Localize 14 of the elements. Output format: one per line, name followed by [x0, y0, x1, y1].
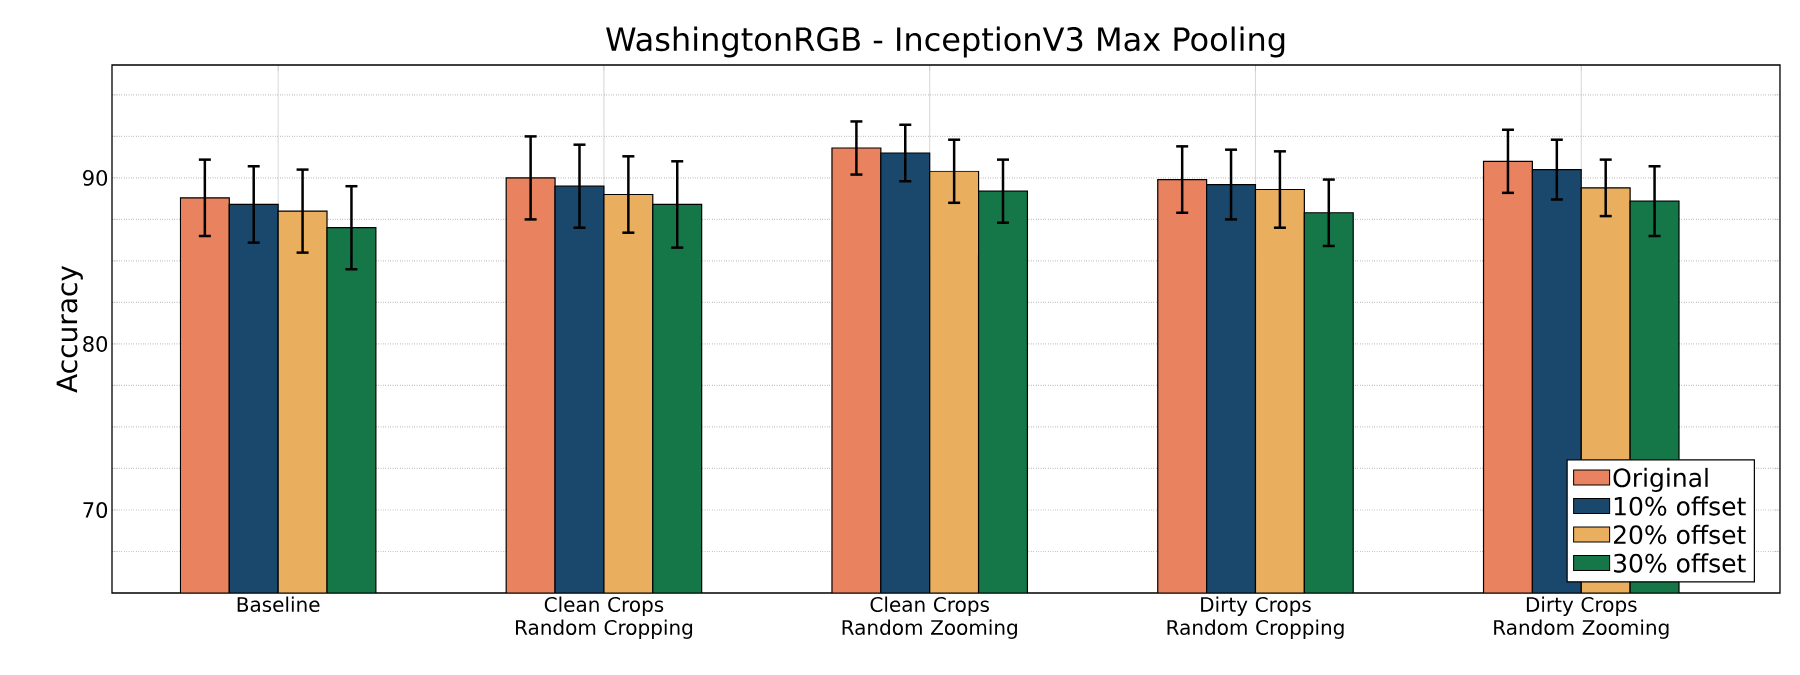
y-tick-label: 80	[83, 335, 108, 352]
x-tick-label: Baseline	[237, 596, 320, 613]
x-tick-label: Dirty Crops Random Cropping	[1167, 596, 1344, 639]
legend-label: Original	[1613, 467, 1708, 493]
legend-label: 20% offset	[1613, 524, 1746, 545]
x-tick-label: Clean Crops Random Zooming	[842, 596, 1017, 639]
chart-title: WashingtonRGB - InceptionV3 Max Pooling	[606, 26, 1285, 58]
legend-label: 10% offset	[1614, 496, 1746, 516]
y-tick-label: 90	[83, 169, 108, 186]
x-tick-label: Dirty Crops Random Zooming	[1494, 596, 1669, 639]
y-axis-title: Accuracy	[56, 265, 83, 393]
y-tick-label: 70	[83, 502, 108, 518]
legend-label: 30% offset	[1614, 553, 1746, 573]
x-tick-label: Clean Crops Random Cropping	[516, 596, 693, 639]
